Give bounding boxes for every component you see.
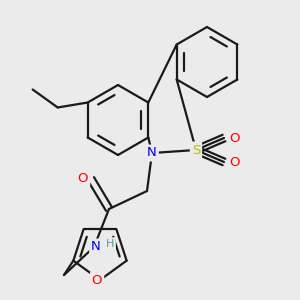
Text: H: H [106,239,114,249]
Text: O: O [92,274,102,286]
Text: S: S [192,143,200,157]
Text: O: O [229,155,239,169]
Text: O: O [78,172,88,185]
Text: N: N [91,241,101,254]
Text: N: N [147,146,157,160]
Text: O: O [229,131,239,145]
